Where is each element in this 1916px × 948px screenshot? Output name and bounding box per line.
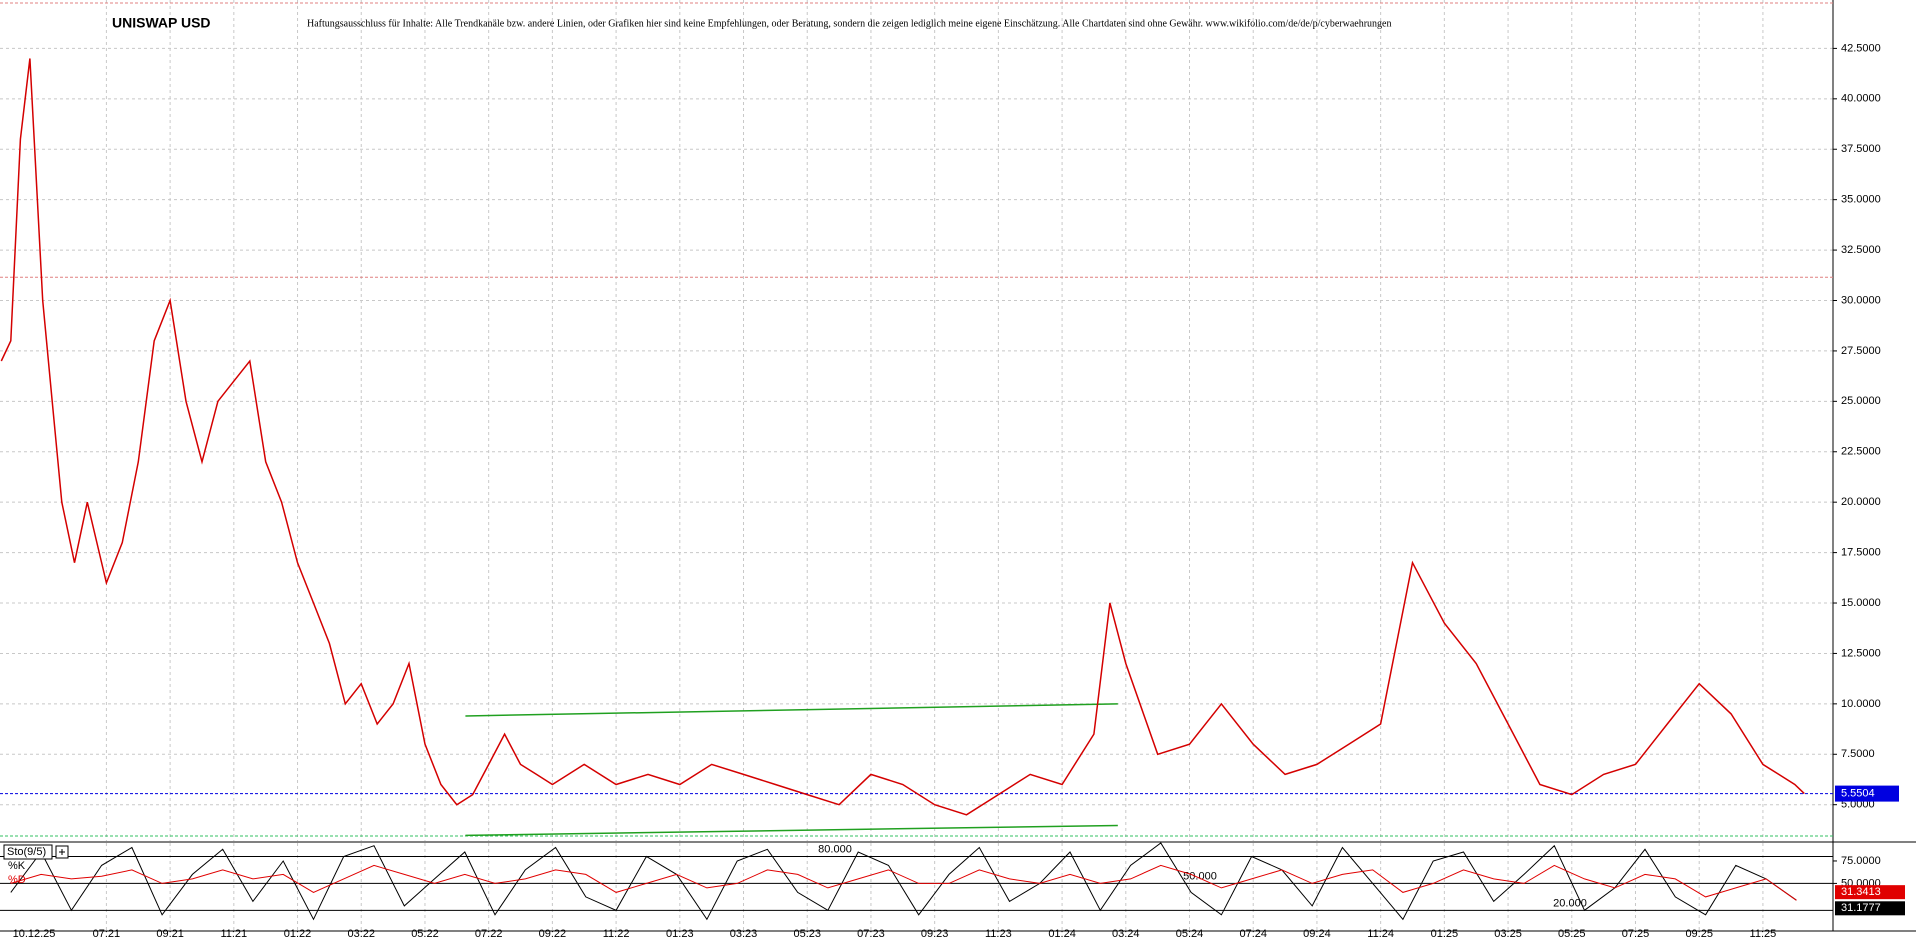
x-tick-label: 05:25 bbox=[1558, 928, 1586, 940]
value-marker-label: 31.3413 bbox=[1841, 886, 1881, 898]
y-tick-label: 40.0000 bbox=[1841, 93, 1881, 105]
x-tick-label: 03:25 bbox=[1494, 928, 1522, 940]
x-tick-label: 01:23 bbox=[666, 928, 694, 940]
value-marker-label: 31.1777 bbox=[1841, 902, 1881, 914]
y-tick-label: 7.5000 bbox=[1841, 748, 1875, 760]
x-tick-label: 03:23 bbox=[730, 928, 758, 940]
x-tick-label: 05:22 bbox=[411, 928, 439, 940]
y-tick-label: 10.0000 bbox=[1841, 698, 1881, 710]
price-line bbox=[0, 58, 1805, 816]
x-tick-label: 01:25 bbox=[1431, 928, 1459, 940]
x-tick-label: 09:23 bbox=[921, 928, 949, 940]
x-tick-label: 03:22 bbox=[347, 928, 375, 940]
price-marker-label: 5.5504 bbox=[1841, 788, 1875, 800]
price-marker bbox=[1835, 785, 1899, 802]
x-tick-label: 01:22 bbox=[284, 928, 312, 940]
indicator-button-icon bbox=[59, 849, 65, 855]
x-tick-label: 11:22 bbox=[603, 928, 630, 940]
y-tick-label: 37.5000 bbox=[1841, 143, 1881, 155]
x-tick-label: 09:21 bbox=[156, 928, 184, 940]
x-tick-label: 11:21 bbox=[220, 928, 247, 940]
trendline bbox=[465, 703, 1118, 717]
x-tick-label: 11:24 bbox=[1367, 928, 1394, 940]
value-marker bbox=[1835, 885, 1905, 900]
trendline bbox=[465, 824, 1118, 837]
x-tick-label: 07:24 bbox=[1239, 928, 1267, 940]
y-tick-label: 15.0000 bbox=[1841, 597, 1881, 609]
y-tick-label: 12.5000 bbox=[1841, 647, 1881, 659]
y-tick-label: 20.0000 bbox=[1841, 496, 1881, 508]
y-tick-label: 35.0000 bbox=[1841, 194, 1881, 206]
y-tick-label: 22.5000 bbox=[1841, 446, 1881, 458]
x-tick-label: 01:24 bbox=[1048, 928, 1076, 940]
x-tick-label: 11:25 bbox=[1750, 928, 1777, 940]
y-tick-label: 27.5000 bbox=[1841, 345, 1881, 357]
x-tick-label: 09:24 bbox=[1303, 928, 1331, 940]
value-marker bbox=[1835, 901, 1905, 916]
x-tick-label: 09:25 bbox=[1685, 928, 1713, 940]
y-tick-label: 17.5000 bbox=[1841, 547, 1881, 559]
y-tick-label: 32.5000 bbox=[1841, 244, 1881, 256]
y-tick-label: 42.5000 bbox=[1841, 42, 1881, 54]
x-tick-label: 05:23 bbox=[793, 928, 821, 940]
disclaimer: Haftungsausschluss für Inhalte: Alle Tre… bbox=[307, 18, 1392, 29]
chart-title: UNISWAP USD bbox=[112, 15, 211, 31]
date-label: 10.12.25 bbox=[13, 928, 56, 940]
y-tick-label: 30.0000 bbox=[1841, 294, 1881, 306]
x-tick-label: 07:22 bbox=[475, 928, 503, 940]
x-tick-label: 05:24 bbox=[1176, 928, 1204, 940]
indicator-y-tick-label: 75.0000 bbox=[1841, 855, 1881, 867]
legend-entry: %K bbox=[8, 860, 26, 872]
level-label: 80.000 bbox=[818, 843, 852, 855]
x-tick-label: 11:23 bbox=[985, 928, 1012, 940]
indicator-line bbox=[10, 842, 1797, 921]
level-label: 50.000 bbox=[1183, 870, 1217, 882]
x-tick-label: 07:21 bbox=[93, 928, 121, 940]
x-tick-label: 09:22 bbox=[539, 928, 567, 940]
x-tick-label: 07:25 bbox=[1622, 928, 1650, 940]
x-tick-label: 07:23 bbox=[857, 928, 885, 940]
indicator-title: Sto(9/5) bbox=[7, 846, 46, 858]
indicator-line bbox=[10, 864, 1797, 901]
x-tick-label: 03:24 bbox=[1112, 928, 1140, 940]
y-tick-label: 5.0000 bbox=[1841, 799, 1875, 811]
indicator-title-box bbox=[3, 844, 53, 860]
legend-entry: %D bbox=[8, 874, 26, 886]
y-tick-label: 25.0000 bbox=[1841, 395, 1881, 407]
level-label: 20.000 bbox=[1553, 897, 1587, 909]
